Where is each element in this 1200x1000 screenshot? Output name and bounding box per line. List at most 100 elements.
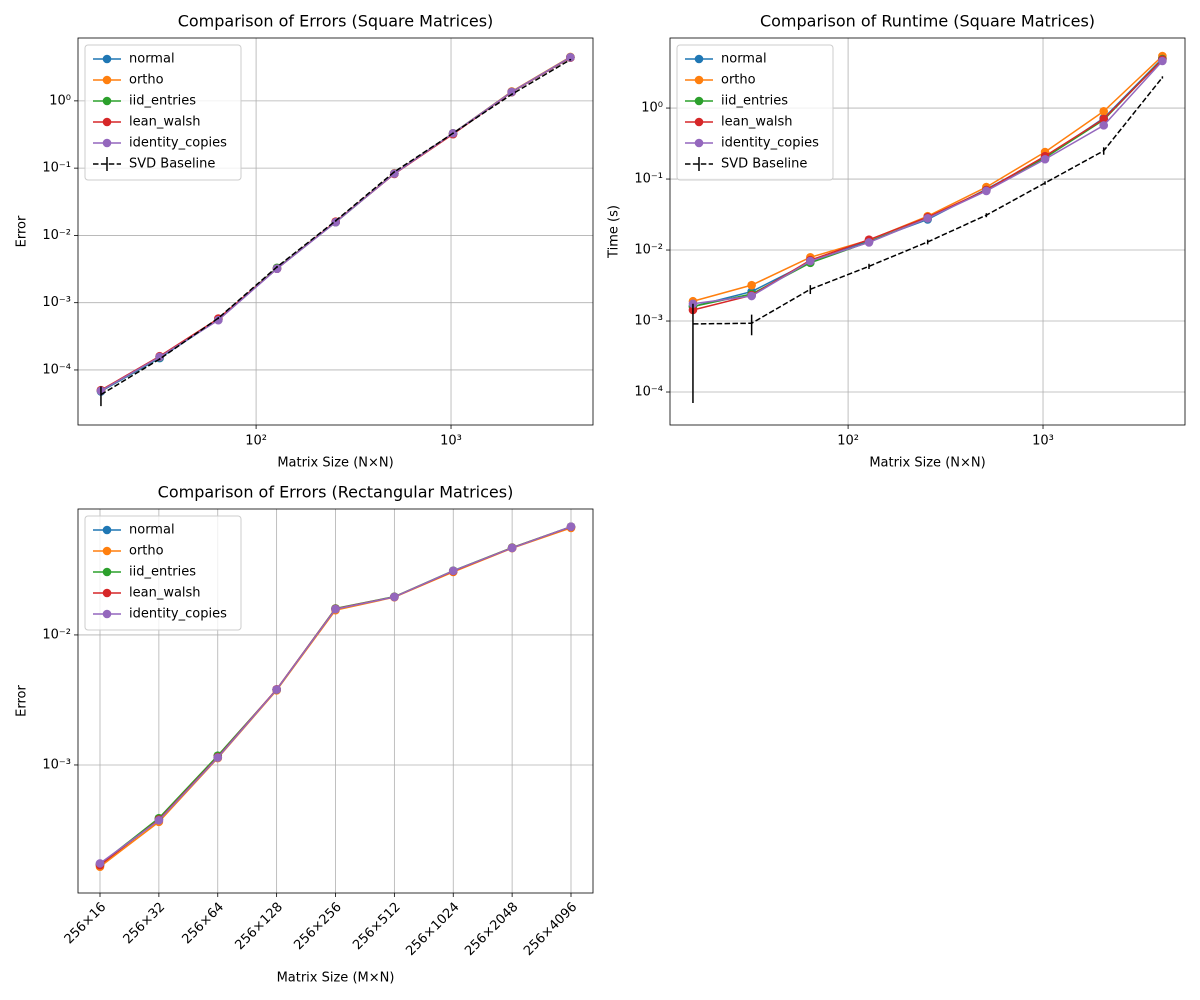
marker	[331, 217, 340, 227]
marker	[214, 315, 223, 325]
y-tick-label: 10⁻²	[634, 243, 663, 258]
marker	[1099, 106, 1109, 116]
y-tick-label: 10⁻⁴	[42, 362, 71, 377]
marker	[213, 753, 223, 762]
legend-label: ortho	[129, 73, 164, 88]
x-tick-label: 256×64	[180, 900, 228, 948]
marker	[95, 859, 105, 868]
marker	[1099, 121, 1109, 130]
chart-title: Comparison of Runtime (Square Matrices)	[760, 12, 1095, 31]
legend-marker	[102, 96, 112, 106]
legend-label: identity_copies	[129, 607, 227, 622]
legend-marker	[102, 75, 112, 85]
legend-label: SVD Baseline	[129, 157, 215, 172]
legend-marker	[102, 546, 112, 556]
x-tick-label: 256×2048	[462, 900, 521, 959]
x-tick-label: 10²	[245, 434, 267, 449]
legend-box	[676, 44, 834, 181]
legend-marker	[102, 609, 112, 619]
marker	[390, 169, 399, 178]
y-tick-label: 10⁻⁴	[634, 385, 663, 400]
legend-box	[84, 515, 242, 631]
x-tick-label: 256×32	[121, 900, 169, 948]
marker	[566, 522, 576, 531]
legend-label: ortho	[129, 544, 164, 559]
legend-label: iid_entries	[129, 565, 196, 580]
legend-marker	[102, 117, 112, 127]
marker	[982, 186, 991, 196]
x-tick-label: 256×256	[291, 900, 344, 953]
y-axis-label: Time (s)	[607, 205, 622, 259]
legend-marker	[102, 138, 112, 148]
y-tick-label: 10⁻¹	[634, 172, 663, 187]
legend-label: iid_entries	[129, 94, 196, 109]
legend-box	[84, 44, 242, 181]
y-tick-label: 10⁻³	[634, 314, 663, 329]
legend-label: identity_copies	[721, 136, 819, 151]
y-tick-label: 10⁰	[641, 101, 663, 116]
marker	[155, 352, 164, 362]
x-axis-label: Matrix Size (N×N)	[277, 456, 393, 471]
marker	[747, 291, 756, 301]
marker	[1099, 114, 1109, 124]
marker	[507, 87, 517, 97]
y-tick-label: 10⁻³	[42, 295, 71, 310]
x-tick-label: 10²	[837, 434, 859, 449]
x-tick-label: 10³	[440, 434, 462, 449]
legend-label: lean_walsh	[129, 586, 201, 601]
legend-marker	[102, 54, 112, 64]
axes-frame	[669, 37, 1186, 426]
marker	[806, 256, 815, 266]
marker	[1040, 154, 1050, 164]
legend-marker	[694, 54, 704, 64]
marker	[1158, 56, 1167, 66]
marker	[272, 264, 282, 274]
marker	[923, 213, 932, 223]
x-tick-label: 256×16	[62, 900, 110, 948]
y-tick-label: 10⁻³	[42, 757, 71, 772]
y-tick-label: 10⁻²	[42, 228, 71, 243]
legend-label: normal	[129, 523, 175, 538]
marker	[747, 280, 756, 290]
legend-marker	[694, 96, 704, 106]
legend-label: lean_walsh	[721, 115, 793, 130]
legend-marker	[102, 525, 112, 535]
x-tick-label: 256×128	[233, 900, 286, 953]
x-axis-label: Matrix Size (M×N)	[277, 971, 395, 986]
x-tick-label: 256×1024	[403, 900, 462, 959]
legend-label: iid_entries	[721, 94, 788, 109]
legend-label: normal	[129, 52, 175, 67]
marker	[154, 816, 164, 825]
marker	[272, 685, 281, 694]
legend-label: normal	[721, 52, 767, 67]
legend-marker	[102, 567, 112, 577]
marker	[448, 566, 458, 576]
axes-frame	[77, 508, 594, 894]
marker	[566, 52, 575, 62]
marker	[864, 238, 874, 247]
marker	[507, 543, 517, 553]
chart-title: Comparison of Errors (Square Matrices)	[178, 12, 494, 31]
y-axis-label: Error	[15, 685, 30, 717]
legend-marker	[694, 117, 704, 127]
legend-label: identity_copies	[129, 136, 227, 151]
legend-label: SVD Baseline	[721, 157, 807, 172]
x-tick-label: 256×4096	[521, 900, 580, 959]
marker	[390, 592, 399, 602]
x-tick-label: 256×512	[350, 900, 403, 953]
marker	[331, 604, 340, 614]
chart-title: Comparison of Errors (Rectangular Matric…	[158, 483, 514, 502]
legend-marker	[102, 588, 112, 598]
x-axis-label: Matrix Size (N×N)	[869, 456, 985, 471]
y-axis-label: Error	[15, 215, 30, 247]
y-tick-label: 10⁻²	[42, 627, 71, 642]
axes-frame	[77, 37, 594, 426]
x-tick-label: 10³	[1032, 434, 1054, 449]
legend-label: ortho	[721, 73, 756, 88]
legend-marker	[694, 138, 704, 148]
y-tick-label: 10⁰	[49, 93, 71, 108]
legend-marker	[694, 75, 704, 85]
legend-label: lean_walsh	[129, 115, 201, 130]
y-tick-label: 10⁻¹	[42, 161, 71, 176]
